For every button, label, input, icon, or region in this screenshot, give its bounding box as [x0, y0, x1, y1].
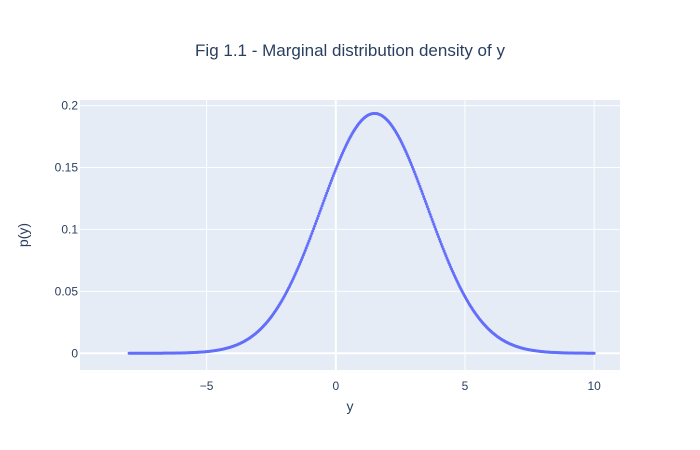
x-tick-label: 0 — [332, 379, 339, 393]
data-point — [321, 204, 324, 207]
data-point — [426, 205, 429, 208]
data-point — [425, 203, 428, 206]
x-tick-label: 10 — [587, 379, 601, 393]
data-point — [593, 352, 596, 355]
y-tick-label: 0.1 — [61, 222, 78, 236]
data-point — [320, 207, 323, 210]
y-tick-label: 0.15 — [55, 161, 79, 175]
data-point — [319, 209, 322, 212]
y-tick-label: 0.2 — [61, 99, 78, 113]
chart-title: Fig 1.1 - Marginal distribution density … — [195, 41, 505, 60]
x-tick-label: 5 — [462, 379, 469, 393]
y-tick-label: 0.05 — [55, 284, 79, 298]
data-point — [427, 208, 430, 211]
x-axis-title: y — [347, 398, 354, 414]
y-tick-label: 0 — [71, 346, 78, 360]
y-axis-title: p(y) — [15, 223, 31, 247]
x-tick-label: −5 — [200, 379, 214, 393]
